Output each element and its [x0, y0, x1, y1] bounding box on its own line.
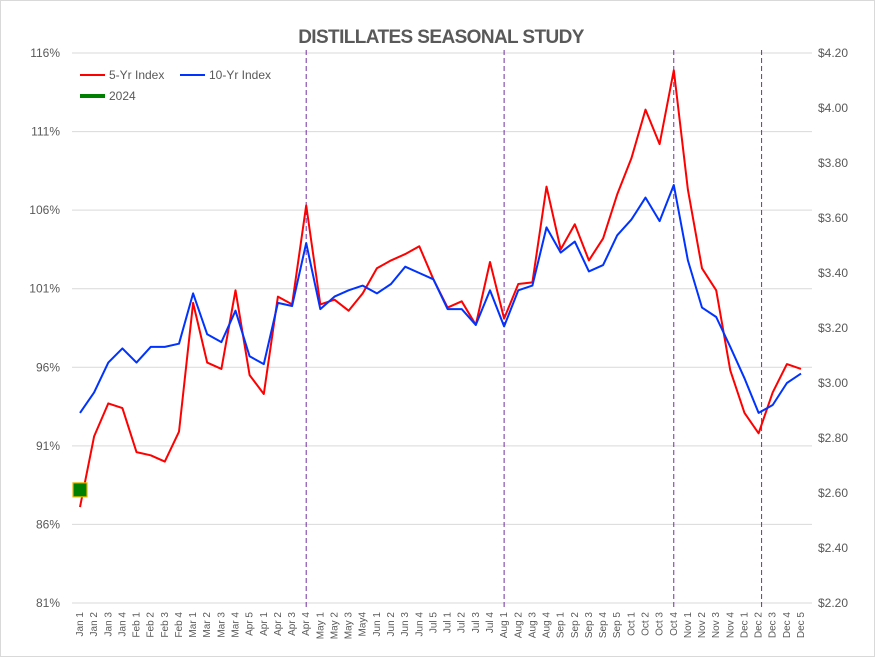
y-tick-label: 96%	[36, 360, 60, 374]
x-tick-label: Mar 4	[231, 612, 242, 638]
y-tick-label: 116%	[30, 46, 60, 60]
y-tick-label: 91%	[36, 439, 60, 453]
y2-tick-label: $4.00	[818, 101, 848, 115]
x-tick-label: Jun 2	[386, 612, 397, 637]
x-tick-label: Nov 2	[697, 612, 708, 639]
x-tick-label: Feb 3	[160, 612, 171, 638]
x-tick-label: Sep 4	[598, 612, 609, 639]
x-tick-label: Jan 2	[89, 612, 100, 637]
x-tick-label: Feb 2	[146, 612, 157, 638]
x-tick-label: Nov 4	[725, 612, 736, 639]
legend-label: 10-Yr Index	[209, 68, 271, 82]
x-tick-label: Nov 3	[711, 612, 722, 639]
x-tick-label: May4	[358, 612, 369, 637]
x-tick-label: Nov 1	[683, 612, 694, 639]
x-tick-label: Dec 1	[739, 612, 750, 639]
x-tick-label: May 3	[344, 612, 355, 640]
legend-label: 5-Yr Index	[109, 68, 164, 82]
x-tick-label: Jun 3	[400, 612, 411, 637]
x-tick-label: Oct 1	[626, 612, 637, 636]
series-point-2024	[72, 482, 88, 498]
x-tick-label: Jun 4	[414, 612, 425, 637]
x-tick-label: Apr 3	[287, 612, 298, 636]
x-tick-label: Jun 1	[372, 612, 383, 637]
y2-tick-label: $3.60	[818, 211, 848, 225]
x-tick-label: Jan 4	[117, 612, 128, 637]
x-tick-label: Apr 2	[273, 612, 284, 636]
y2-tick-label: $3.20	[818, 321, 848, 335]
x-tick-label: Mar 2	[202, 612, 213, 638]
x-tick-label: Dec 5	[796, 612, 807, 639]
x-tick-label: Jul 3	[471, 612, 482, 634]
y2-tick-label: $3.80	[818, 156, 848, 170]
x-tick-label: Dec 2	[754, 612, 765, 639]
x-tick-label: Aug 3	[527, 612, 538, 639]
series-line-10-yr-index	[79, 184, 802, 414]
y-tick-label: 81%	[36, 596, 60, 610]
x-tick-label: Feb 4	[174, 612, 185, 638]
x-tick-label: Sep 5	[612, 612, 623, 639]
x-tick-label: May 1	[315, 612, 326, 640]
x-tick-label: Jul 4	[485, 612, 496, 634]
y2-tick-label: $4.20	[818, 46, 848, 60]
x-tick-label: May 2	[329, 612, 340, 640]
x-tick-label: Oct 2	[640, 612, 651, 636]
x-tick-label: Sep 1	[556, 612, 567, 639]
y2-tick-label: $3.40	[818, 266, 848, 280]
legend-label: 2024	[109, 89, 136, 103]
x-tick-label: Dec 4	[782, 612, 793, 639]
x-tick-label: Dec 3	[768, 612, 779, 639]
y-tick-label: 111%	[31, 125, 60, 139]
y2-tick-label: $3.00	[818, 376, 848, 390]
y-tick-label: 86%	[36, 517, 60, 531]
x-tick-label: Jan 1	[75, 612, 86, 637]
x-tick-label: Jan 3	[103, 612, 114, 637]
y2-tick-label: $2.40	[818, 541, 848, 555]
x-tick-label: Mar 1	[188, 612, 199, 638]
x-tick-label: Jul 2	[457, 612, 468, 634]
x-tick-label: Aug 2	[513, 612, 524, 639]
x-tick-label: Aug 4	[542, 612, 553, 639]
x-tick-label: Jul 5	[428, 612, 439, 634]
y-tick-label: 106%	[29, 203, 60, 217]
y2-tick-label: $2.60	[818, 486, 848, 500]
x-tick-label: Jul 1	[443, 612, 454, 634]
x-tick-label: Sep 3	[584, 612, 595, 639]
x-tick-label: Apr 1	[259, 612, 270, 636]
x-tick-label: Mar 3	[216, 612, 227, 638]
x-tick-label: Apr 4	[301, 612, 312, 636]
x-tick-label: Aug 1	[499, 612, 510, 639]
x-tick-label: Sep 2	[570, 612, 581, 639]
y-tick-label: 101%	[29, 282, 60, 296]
x-tick-label: Oct 4	[669, 612, 680, 636]
chart-title: DISTILLATES SEASONAL STUDY	[298, 27, 585, 48]
x-tick-label: Apr 5	[245, 612, 256, 636]
y2-tick-label: $2.20	[818, 596, 848, 610]
x-tick-label: Feb 1	[132, 612, 143, 638]
x-tick-label: Oct 3	[655, 612, 666, 636]
y2-tick-label: $2.80	[818, 431, 848, 445]
